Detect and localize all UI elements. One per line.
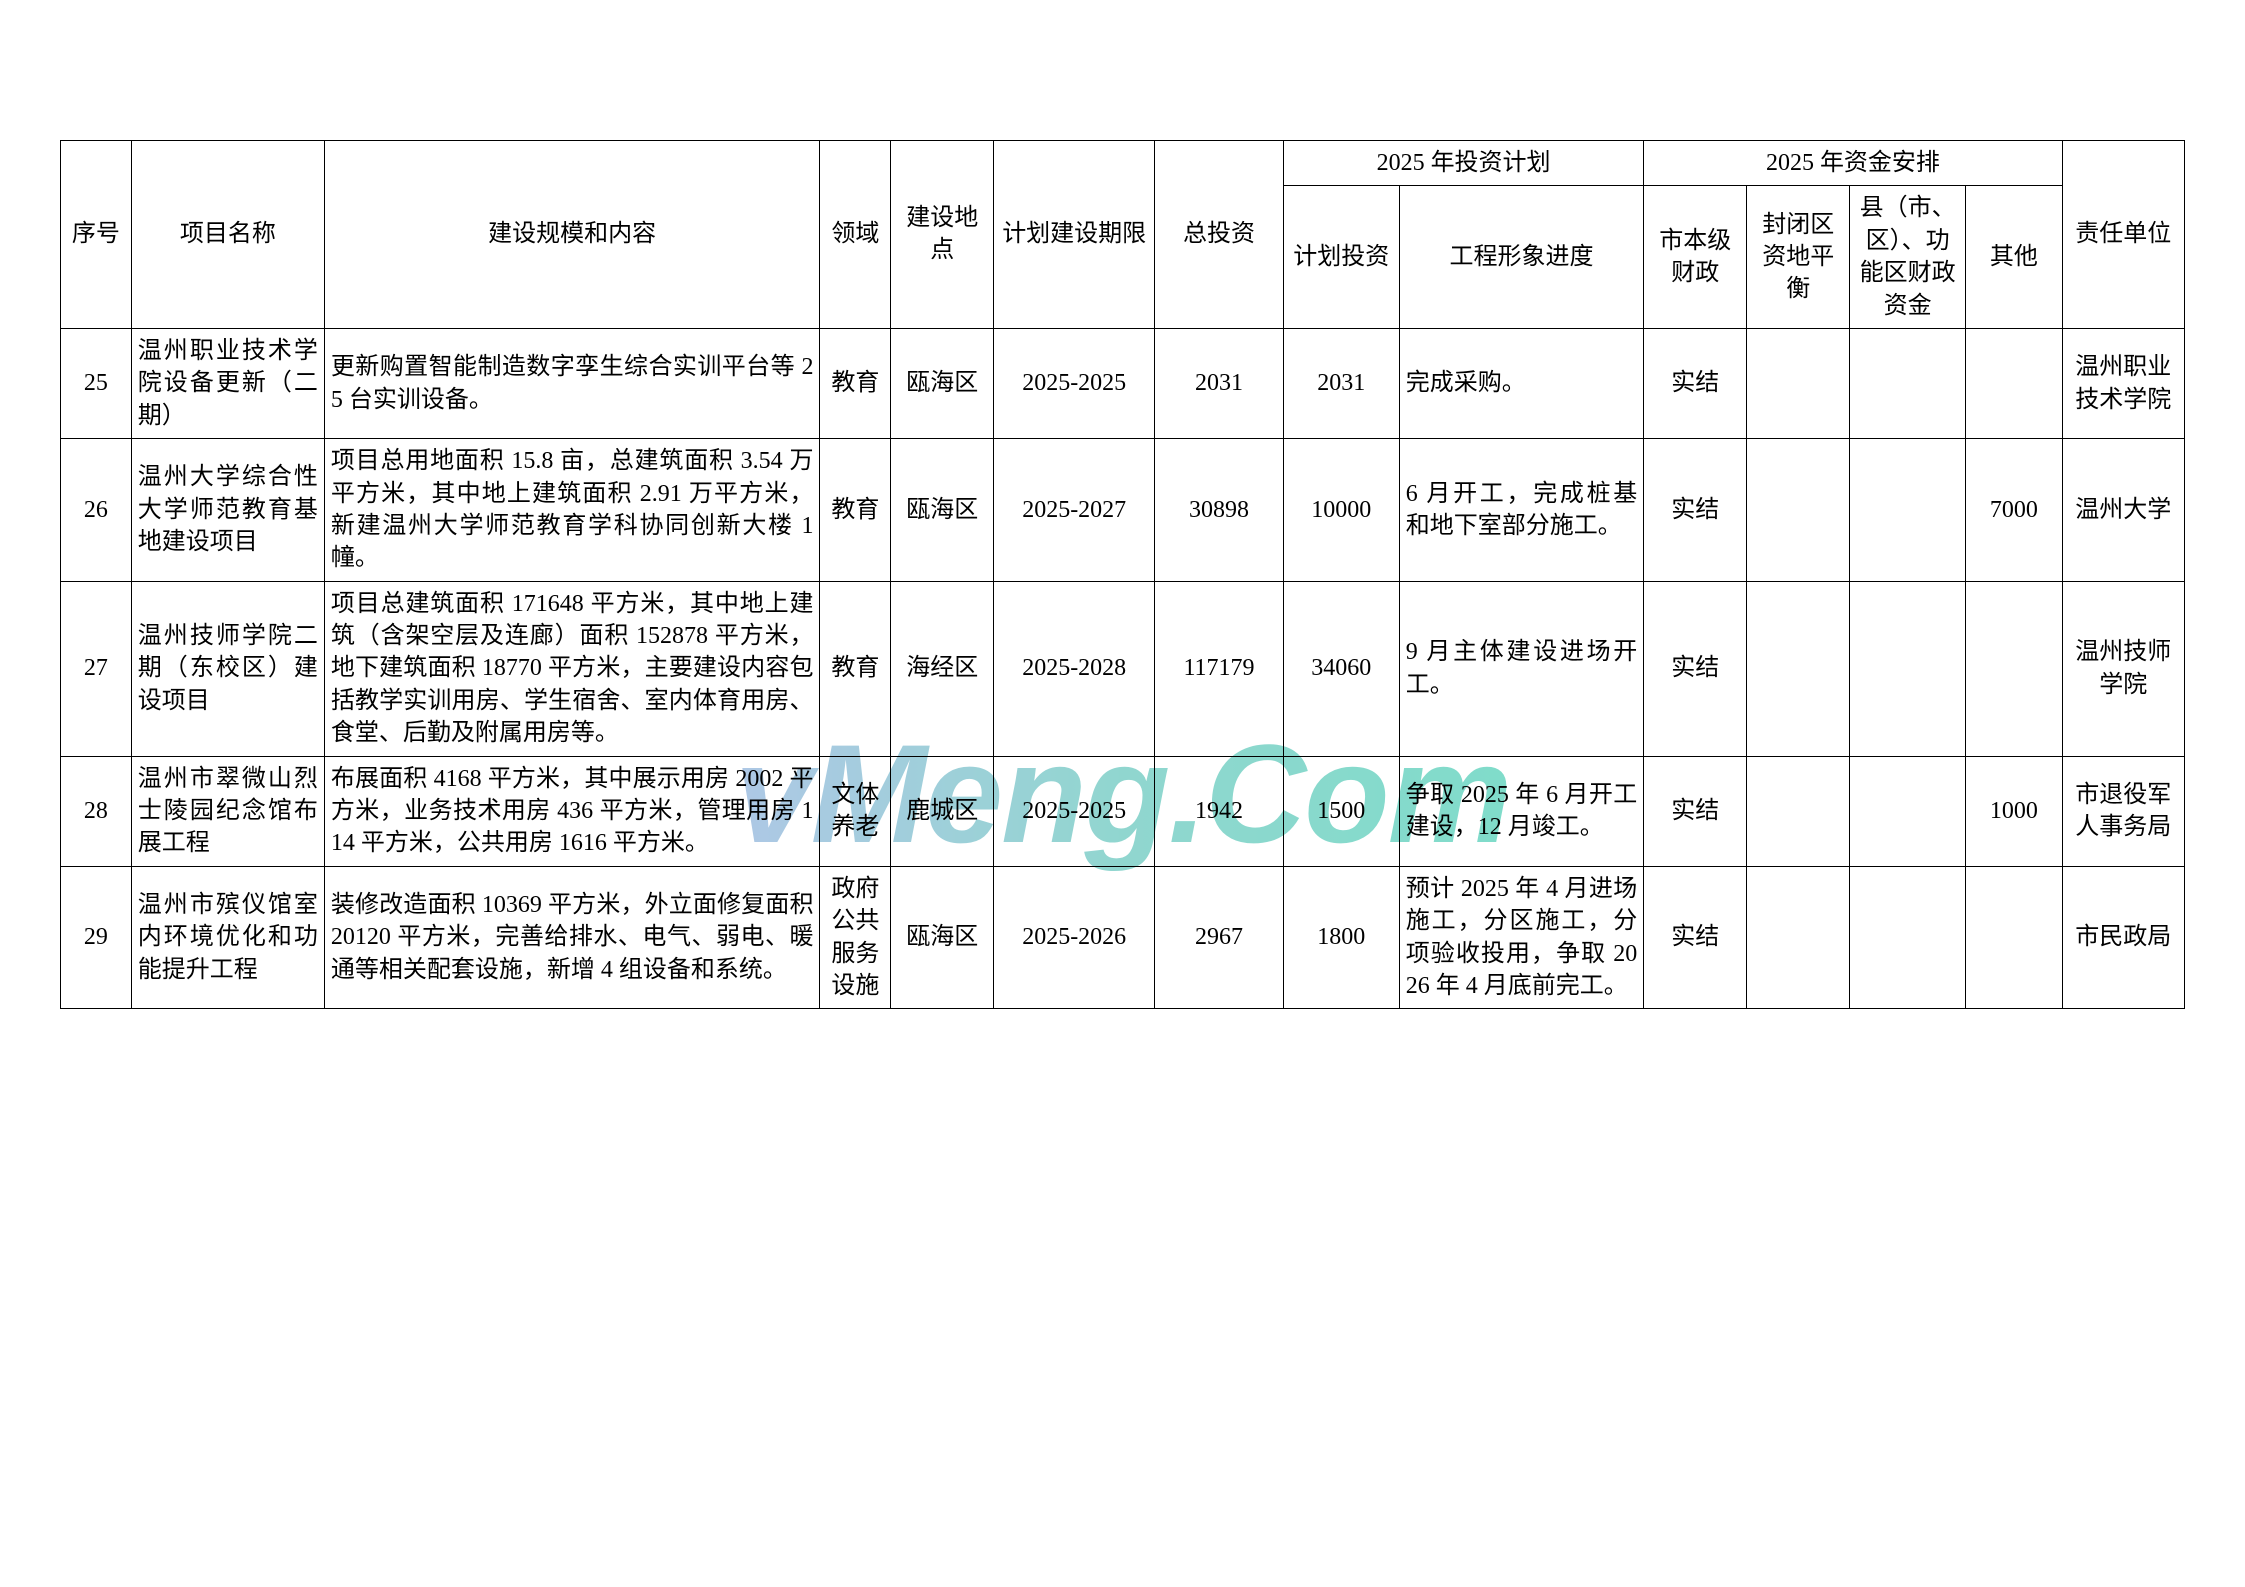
th-period: 计划建设期限 [994, 141, 1155, 329]
table-row: 27 温州技师学院二期（东校区）建设项目 项目总建筑面积 171648 平方米，… [61, 581, 2185, 756]
cell-progress: 6 月开工，完成桩基和地下室部分施工。 [1399, 439, 1644, 582]
table-header: 序号 项目名称 建设规模和内容 领域 建设地点 计划建设期限 总投资 2025 … [61, 141, 2185, 329]
cell-name: 温州技师学院二期（东校区）建设项目 [131, 581, 324, 756]
cell-loc: 瓯海区 [891, 328, 994, 438]
th-fund-closed: 封闭区资地平衡 [1747, 186, 1850, 329]
th-progress: 工程形象进度 [1399, 186, 1644, 329]
cell-fund-city: 实结 [1644, 866, 1747, 1009]
th-field: 领域 [820, 141, 891, 329]
th-fund-city: 市本级财政 [1644, 186, 1747, 329]
cell-total: 1942 [1155, 756, 1284, 866]
cell-fund-county [1850, 328, 1966, 438]
cell-loc: 鹿城区 [891, 756, 994, 866]
cell-field: 教育 [820, 328, 891, 438]
cell-progress: 争取 2025 年 6 月开工建设，12 月竣工。 [1399, 756, 1644, 866]
cell-fund-other: 7000 [1966, 439, 2063, 582]
cell-resp: 市退役军人事务局 [2062, 756, 2184, 866]
document-page: vMeng.Com 序号 项目名称 建设规模和内容 领域 建设地点 计划建设期限… [0, 0, 2245, 1587]
table-row: 25 温州职业技术学院设备更新（二期） 更新购置智能制造数字孪生综合实训平台等 … [61, 328, 2185, 438]
th-total: 总投资 [1155, 141, 1284, 329]
th-fund-other: 其他 [1966, 186, 2063, 329]
cell-plan-invest: 34060 [1283, 581, 1399, 756]
th-fund-county: 县（市、区）、功能区财政资金 [1850, 186, 1966, 329]
projects-table: 序号 项目名称 建设规模和内容 领域 建设地点 计划建设期限 总投资 2025 … [60, 140, 2185, 1009]
cell-num: 25 [61, 328, 132, 438]
cell-fund-city: 实结 [1644, 581, 1747, 756]
cell-loc: 瓯海区 [891, 866, 994, 1009]
cell-progress: 完成采购。 [1399, 328, 1644, 438]
cell-num: 29 [61, 866, 132, 1009]
cell-total: 30898 [1155, 439, 1284, 582]
cell-plan-invest: 10000 [1283, 439, 1399, 582]
cell-name: 温州市翠微山烈士陵园纪念馆布展工程 [131, 756, 324, 866]
cell-loc: 瓯海区 [891, 439, 994, 582]
cell-scale: 项目总建筑面积 171648 平方米，其中地上建筑（含架空层及连廊）面积 152… [324, 581, 820, 756]
cell-total: 117179 [1155, 581, 1284, 756]
cell-total: 2031 [1155, 328, 1284, 438]
cell-fund-county [1850, 866, 1966, 1009]
cell-fund-closed [1747, 866, 1850, 1009]
cell-resp: 温州大学 [2062, 439, 2184, 582]
cell-resp: 温州技师学院 [2062, 581, 2184, 756]
cell-name: 温州大学综合性大学师范教育基地建设项目 [131, 439, 324, 582]
cell-fund-county [1850, 439, 1966, 582]
cell-field: 教育 [820, 581, 891, 756]
table-row: 28 温州市翠微山烈士陵园纪念馆布展工程 布展面积 4168 平方米，其中展示用… [61, 756, 2185, 866]
cell-fund-city: 实结 [1644, 328, 1747, 438]
cell-num: 26 [61, 439, 132, 582]
th-scale: 建设规模和内容 [324, 141, 820, 329]
cell-fund-other: 1000 [1966, 756, 2063, 866]
cell-plan-invest: 1500 [1283, 756, 1399, 866]
cell-field: 文体养老 [820, 756, 891, 866]
cell-fund-county [1850, 581, 1966, 756]
cell-name: 温州职业技术学院设备更新（二期） [131, 328, 324, 438]
cell-fund-closed [1747, 439, 1850, 582]
cell-period: 2025-2025 [994, 756, 1155, 866]
table-body: 25 温州职业技术学院设备更新（二期） 更新购置智能制造数字孪生综合实训平台等 … [61, 328, 2185, 1008]
cell-fund-closed [1747, 581, 1850, 756]
cell-scale: 项目总用地面积 15.8 亩，总建筑面积 3.54 万平方米，其中地上建筑面积 … [324, 439, 820, 582]
cell-loc: 海经区 [891, 581, 994, 756]
cell-fund-city: 实结 [1644, 756, 1747, 866]
cell-fund-other [1966, 581, 2063, 756]
th-loc: 建设地点 [891, 141, 994, 329]
cell-fund-closed [1747, 328, 1850, 438]
cell-scale: 装修改造面积 10369 平方米，外立面修复面积 20120 平方米，完善给排水… [324, 866, 820, 1009]
cell-scale: 更新购置智能制造数字孪生综合实训平台等 25 台实训设备。 [324, 328, 820, 438]
cell-scale: 布展面积 4168 平方米，其中展示用房 2002 平方米，业务技术用房 436… [324, 756, 820, 866]
cell-progress: 9 月主体建设进场开工。 [1399, 581, 1644, 756]
table-row: 29 温州市殡仪馆室内环境优化和功能提升工程 装修改造面积 10369 平方米，… [61, 866, 2185, 1009]
cell-fund-city: 实结 [1644, 439, 1747, 582]
cell-fund-county [1850, 756, 1966, 866]
cell-period: 2025-2028 [994, 581, 1155, 756]
cell-fund-closed [1747, 756, 1850, 866]
cell-plan-invest: 1800 [1283, 866, 1399, 1009]
cell-num: 28 [61, 756, 132, 866]
cell-field: 教育 [820, 439, 891, 582]
cell-fund-other [1966, 328, 2063, 438]
cell-plan-invest: 2031 [1283, 328, 1399, 438]
cell-resp: 市民政局 [2062, 866, 2184, 1009]
cell-period: 2025-2025 [994, 328, 1155, 438]
th-num: 序号 [61, 141, 132, 329]
th-name: 项目名称 [131, 141, 324, 329]
cell-period: 2025-2026 [994, 866, 1155, 1009]
cell-name: 温州市殡仪馆室内环境优化和功能提升工程 [131, 866, 324, 1009]
cell-field: 政府公共服务设施 [820, 866, 891, 1009]
cell-period: 2025-2027 [994, 439, 1155, 582]
th-plan-invest: 计划投资 [1283, 186, 1399, 329]
cell-fund-other [1966, 866, 2063, 1009]
cell-num: 27 [61, 581, 132, 756]
cell-progress: 预计 2025 年 4 月进场施工，分区施工，分项验收投用，争取 2026 年 … [1399, 866, 1644, 1009]
th-plan-group: 2025 年投资计划 [1283, 141, 1643, 186]
th-resp: 责任单位 [2062, 141, 2184, 329]
cell-total: 2967 [1155, 866, 1284, 1009]
table-row: 26 温州大学综合性大学师范教育基地建设项目 项目总用地面积 15.8 亩，总建… [61, 439, 2185, 582]
cell-resp: 温州职业技术学院 [2062, 328, 2184, 438]
th-fund-group: 2025 年资金安排 [1644, 141, 2062, 186]
